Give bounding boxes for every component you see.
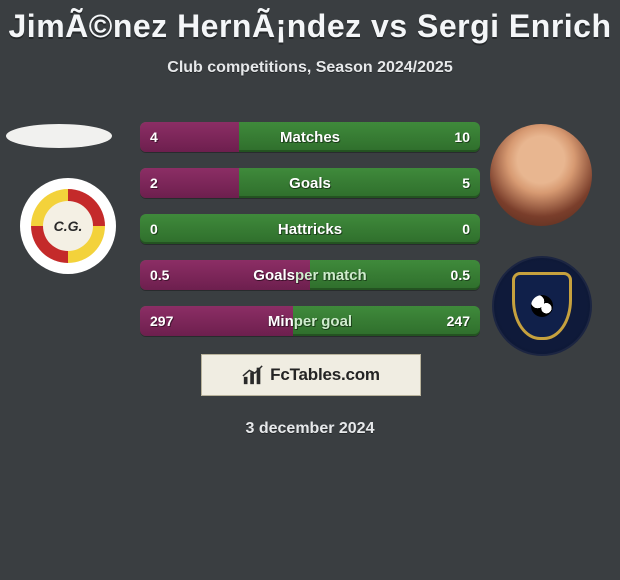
club-right-badge [492, 256, 592, 356]
stat-value-right: 0 [452, 214, 480, 244]
stat-value-left: 297 [140, 306, 183, 336]
stat-row: 410Matches [140, 122, 480, 152]
stat-value-left: 2 [140, 168, 168, 198]
stat-value-left: 4 [140, 122, 168, 152]
stat-value-right: 247 [437, 306, 480, 336]
stats-container: 410Matches25Goals00Hattricks0.50.5Goals … [140, 122, 480, 352]
stat-value-right: 0.5 [441, 260, 480, 290]
subtitle: Club competitions, Season 2024/2025 [0, 59, 620, 77]
stat-label: Hattricks [140, 214, 480, 244]
stat-row: 25Goals [140, 168, 480, 198]
brand-text: FcTables.com [270, 365, 380, 385]
page-title: JimÃ©nez HernÃ¡ndez vs Sergi Enrich [0, 0, 620, 45]
club-left-initials: C.G. [20, 178, 116, 274]
stat-value-right: 10 [444, 122, 480, 152]
stat-value-left: 0 [140, 214, 168, 244]
club-left-badge: C.G. [20, 178, 116, 274]
stat-value-left: 0.5 [140, 260, 179, 290]
player-right-avatar [490, 124, 592, 226]
bar-chart-icon [242, 364, 264, 386]
date-text: 3 december 2024 [0, 420, 620, 438]
stat-value-right: 5 [452, 168, 480, 198]
brand-box[interactable]: FcTables.com [201, 354, 421, 396]
stat-row: 297247Min per goal [140, 306, 480, 336]
stat-row: 0 0Hattricks [140, 214, 480, 244]
player-left-avatar-placeholder [6, 124, 112, 148]
stat-row: 0.50.5Goals per match [140, 260, 480, 290]
